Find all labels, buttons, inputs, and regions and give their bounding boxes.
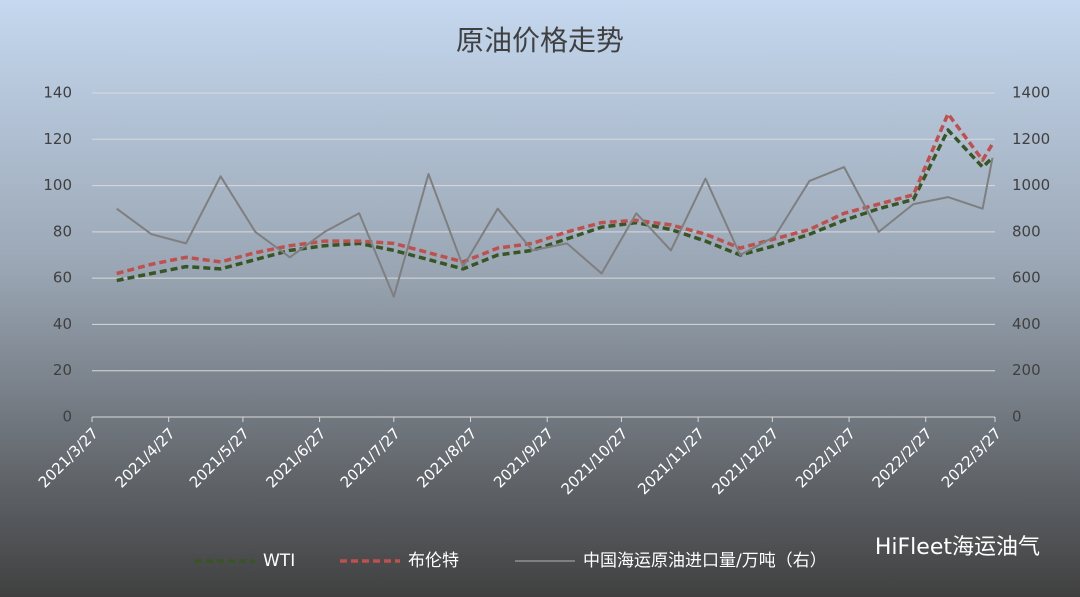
y2-tick-label: 200 [1012, 361, 1041, 379]
y-tick-label: 100 [43, 176, 72, 194]
series-line [116, 112, 994, 276]
series-line [116, 157, 994, 298]
chart-title: 原油价格走势 [456, 24, 624, 57]
y2-tick-label: 800 [1012, 222, 1041, 240]
y2-tick-label: 1400 [1012, 84, 1050, 102]
y-tick-label: 20 [53, 361, 72, 379]
y2-tick-label: 400 [1012, 315, 1041, 333]
y2-tick-label: 1000 [1012, 176, 1050, 194]
legend-label: 中国海运原油进口量/万吨（右） [583, 551, 827, 571]
watermark: HiFleet海运油气 [875, 535, 1040, 560]
y-tick-label: 40 [53, 315, 72, 333]
y-tick-label: 0 [62, 408, 72, 426]
y-tick-label: 140 [43, 84, 72, 102]
y-tick-label: 120 [43, 130, 72, 148]
legend-label: WTI [263, 551, 295, 571]
y2-tick-label: 600 [1012, 269, 1041, 287]
y-tick-label: 80 [53, 222, 72, 240]
y2-tick-label: 1200 [1012, 130, 1050, 148]
legend-label: 布伦特 [408, 551, 459, 571]
series-line [116, 128, 994, 283]
y2-tick-label: 0 [1012, 408, 1022, 426]
y-tick-label: 60 [53, 269, 72, 287]
